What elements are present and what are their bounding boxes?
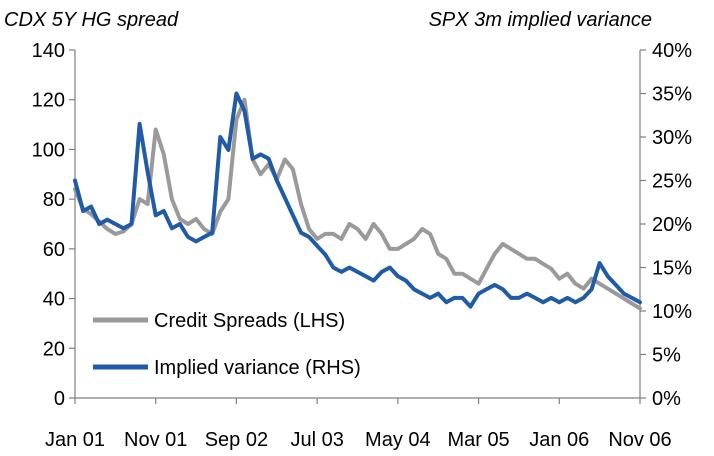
left-tick-label: 80	[43, 189, 65, 211]
left-tick-label: 40	[43, 289, 65, 311]
legend-label-implied-variance: Implied variance (RHS)	[154, 357, 361, 379]
right-tick-label: 25%	[652, 171, 692, 193]
x-tick-label: Jul 03	[290, 429, 343, 451]
x-tick-label: Mar 05	[447, 429, 509, 451]
right-tick-label: 40%	[652, 40, 692, 62]
right-tick-label: 15%	[652, 258, 692, 280]
x-tick-label: Jan 01	[45, 429, 105, 451]
left-tick-label: 120	[32, 90, 65, 112]
left-axis-ticks: 0 20 40 60 80 100 120 140	[32, 40, 75, 410]
x-tick-label: Jan 06	[529, 429, 589, 451]
left-tick-label: 140	[32, 40, 65, 62]
x-tick-label: May 04	[365, 429, 431, 451]
left-tick-label: 0	[54, 388, 65, 410]
series-implied-variance-line	[73, 91, 642, 309]
right-axis-ticks: 0% 5% 10% 15% 20% 25% 30% 35% 40%	[640, 40, 692, 410]
right-tick-label: 20%	[652, 214, 692, 236]
x-tick-label: Sep 02	[205, 429, 268, 451]
series-layer	[73, 91, 642, 311]
series-credit-spreads-line	[73, 97, 642, 311]
legend: Credit Spreads (LHS) Implied variance (R…	[93, 310, 361, 379]
right-tick-label: 30%	[652, 127, 692, 149]
right-axis-title: SPX 3m implied variance	[429, 9, 652, 31]
x-tick-label: Nov 01	[124, 429, 187, 451]
left-axis-title: CDX 5Y HG spread	[4, 9, 179, 31]
right-tick-label: 35%	[652, 84, 692, 106]
left-tick-label: 20	[43, 338, 65, 360]
x-tick-label: Nov 06	[608, 429, 671, 451]
x-axis-ticks: Jan 01 Nov 01 Sep 02 Jul 03 May 04 Mar 05 Jan …	[45, 398, 672, 451]
right-tick-label: 10%	[652, 301, 692, 323]
left-tick-label: 60	[43, 239, 65, 261]
left-tick-label: 100	[32, 139, 65, 161]
right-tick-label: 5%	[652, 345, 681, 367]
right-tick-label: 0%	[652, 388, 681, 410]
legend-label-credit-spreads: Credit Spreads (LHS)	[154, 310, 345, 332]
